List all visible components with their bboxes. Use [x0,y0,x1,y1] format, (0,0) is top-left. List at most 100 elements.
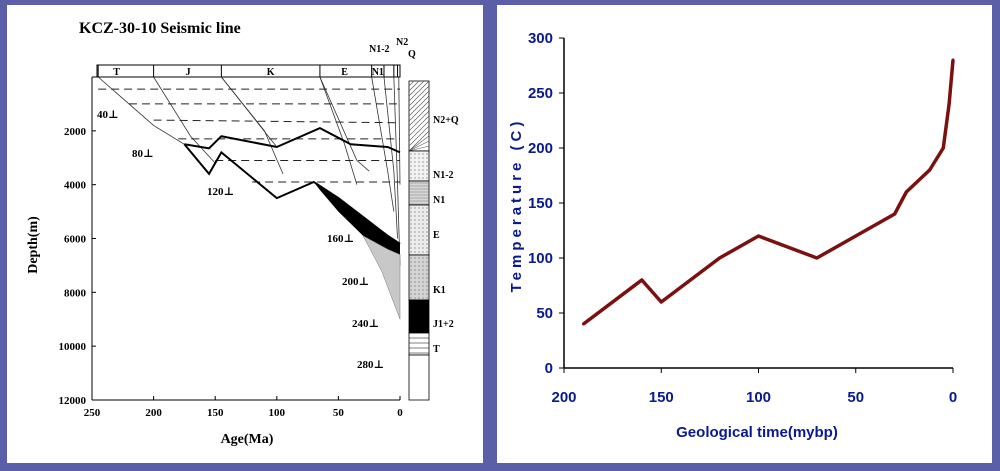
dot-mark [426,285,428,287]
dot-mark [418,261,420,263]
dot-mark [422,261,424,263]
dot-mark [418,281,420,283]
temperature-label: 240⊥ [352,318,379,330]
x-tick-label: 250 [84,407,101,419]
hatch-mark [408,115,430,137]
dot-mark [418,269,420,271]
dot-mark [410,273,412,275]
dot-mark [414,165,416,167]
dot-mark [422,157,424,159]
dot-mark [414,297,416,299]
x-tick-label: 200 [551,389,576,406]
dot-mark [418,235,420,237]
dot-mark [414,177,416,179]
strat-column-layer [408,332,430,356]
data-point [893,212,897,216]
dot-mark [426,211,428,213]
x-tick-label: 150 [207,407,224,419]
dot-mark [426,257,428,259]
dot-mark [418,293,420,295]
dot-mark [422,207,424,209]
seismic-line-chart: KCZ-30-10 Seismic line Age(Ma) Depth(m) … [26,20,459,447]
dot-mark [410,215,412,217]
dot-mark [418,227,420,229]
dot-mark [414,265,416,267]
dot-mark [418,223,420,225]
dot-mark [418,211,420,213]
x-axis-label: Geological time(mybp) [676,424,838,441]
dot-mark [426,223,428,225]
dot-mark [414,231,416,233]
dot-mark [426,177,428,179]
formation-boundary [184,127,401,154]
dot-mark [422,293,424,295]
dot-mark [422,161,424,163]
dot-mark [418,247,420,249]
source-rock-layer [313,181,400,255]
dot-mark [410,231,412,233]
dot-mark [418,165,420,167]
dot-mark [418,265,420,267]
dot-mark [426,231,428,233]
dot-mark [414,219,416,221]
temperature-history-chart: Geological time(mybp) Temperature (C) 20… [508,30,957,441]
dot-mark [422,219,424,221]
dot-mark [410,269,412,271]
dot-mark [414,269,416,271]
dot-mark [414,251,416,253]
dot-mark [426,289,428,291]
dot-mark [422,273,424,275]
dot-mark [422,297,424,299]
dot-mark [418,215,420,217]
x-tick-label: 0 [949,389,957,406]
dot-mark [426,235,428,237]
temperature-label: 120⊥ [207,186,234,198]
dot-mark [414,207,416,209]
dot-mark [426,265,428,267]
x-tick-label: 150 [649,389,674,406]
data-point [659,300,663,304]
period-label: N1 [372,67,384,78]
dot-mark [422,251,424,253]
temperature-label: 80⊥ [132,148,154,160]
dot-mark [410,247,412,249]
hatch-mark [408,120,430,142]
horizon-line [221,76,278,148]
data-point [640,278,644,282]
seismic-line-panel: KCZ-30-10 Seismic line Age(Ma) Depth(m) … [7,5,483,463]
dot-mark [422,227,424,229]
dot-mark [426,157,428,159]
column-label: T [433,344,440,355]
dot-mark [414,273,416,275]
dot-mark [426,251,428,253]
dot-mark [410,219,412,221]
dot-mark [426,227,428,229]
dot-mark [410,169,412,171]
dot-mark [414,169,416,171]
dot-mark [422,243,424,245]
column-label: N1 [433,195,445,206]
period-label: J [186,67,191,78]
y-tick-label: 0 [545,360,553,377]
temperature-label: 280⊥ [357,359,384,371]
dot-mark [422,269,424,271]
dot-mark [410,285,412,287]
hatch-mark [408,110,430,132]
horizon-line [383,76,398,239]
y-tick-label: 12000 [59,395,87,407]
dot-mark [426,173,428,175]
dot-mark [410,153,412,155]
x-tick-label: 0 [397,407,403,419]
dot-mark [414,247,416,249]
period-label: E [341,67,348,78]
dot-mark [410,297,412,299]
dot-mark [414,173,416,175]
dot-mark [418,219,420,221]
dot-mark [422,235,424,237]
dot-mark [426,215,428,217]
dot-mark [410,243,412,245]
y-tick-label: 4000 [64,180,87,192]
y-tick-label: 100 [528,250,553,267]
dot-mark [426,297,428,299]
dot-mark [426,161,428,163]
